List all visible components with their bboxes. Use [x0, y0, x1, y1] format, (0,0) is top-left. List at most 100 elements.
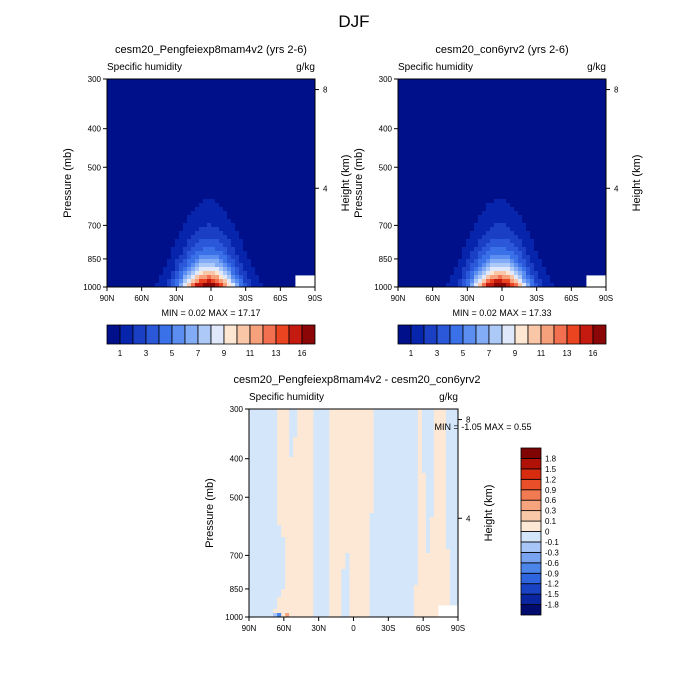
field-cell — [235, 219, 240, 224]
field-cell — [458, 195, 463, 200]
field-cell — [422, 147, 427, 152]
field-cell — [538, 215, 543, 220]
field-cell — [123, 203, 128, 208]
field-cell — [458, 279, 463, 284]
field-cell — [462, 203, 467, 208]
field-cell — [203, 183, 208, 188]
field-cell — [398, 251, 403, 256]
field-cell — [538, 107, 543, 112]
field-cell — [179, 135, 184, 140]
field-cell — [215, 259, 220, 264]
field-cell — [107, 279, 112, 284]
field-cell — [406, 215, 411, 220]
field-cell — [522, 107, 527, 112]
field-cell — [530, 255, 535, 260]
field-cell — [494, 271, 499, 276]
field-cell — [111, 99, 116, 104]
field-cell — [127, 271, 132, 276]
field-cell — [107, 111, 112, 116]
field-cell — [251, 231, 256, 236]
field-cell — [175, 199, 180, 204]
field-cell — [175, 267, 180, 272]
field-cell — [490, 127, 495, 132]
field-cell — [195, 239, 200, 244]
field-cell — [478, 279, 483, 284]
field-cell — [522, 283, 527, 288]
field-cell — [231, 247, 236, 252]
field-cell — [514, 179, 519, 184]
field-cell — [526, 183, 531, 188]
field-cell — [307, 167, 312, 172]
field-cell — [438, 87, 443, 92]
field-cell — [147, 119, 152, 124]
field-cell — [570, 99, 575, 104]
field-cell — [546, 175, 551, 180]
field-cell — [414, 251, 419, 256]
field-cell — [147, 139, 152, 144]
field-cell — [562, 91, 567, 96]
field-cell — [303, 107, 308, 112]
field-cell — [259, 227, 264, 232]
field-cell — [311, 227, 316, 232]
field-cell — [486, 175, 491, 180]
field-cell — [438, 135, 443, 140]
field-cell — [311, 183, 316, 188]
field-cell — [402, 87, 407, 92]
field-cell — [127, 231, 132, 236]
field-cell — [135, 275, 140, 280]
field-cell — [430, 179, 435, 184]
field-cell — [151, 91, 156, 96]
field-cell — [303, 171, 308, 176]
field-cell — [566, 103, 571, 108]
field-cell — [502, 259, 507, 264]
field-cell — [235, 155, 240, 160]
field-cell — [155, 179, 160, 184]
field-cell — [255, 207, 260, 212]
field-cell — [207, 111, 212, 116]
field-cell — [434, 115, 439, 120]
field-cell — [295, 215, 300, 220]
field-cell — [426, 183, 431, 188]
x-tick-label: 60S — [273, 294, 287, 303]
field-cell — [458, 263, 463, 268]
field-cell — [414, 195, 419, 200]
field-cell — [107, 243, 112, 248]
field-cell — [466, 103, 471, 108]
field-cell — [263, 171, 268, 176]
field-cell — [462, 283, 467, 288]
field-cell — [223, 259, 228, 264]
field-cell — [482, 179, 487, 184]
field-cell — [454, 191, 459, 196]
field-cell — [562, 235, 567, 240]
field-cell — [446, 267, 451, 272]
field-cell — [131, 179, 136, 184]
field-cell — [271, 191, 276, 196]
field-cell — [566, 127, 571, 132]
field-cell — [247, 139, 252, 144]
field-cell — [446, 167, 451, 172]
field-cell — [267, 227, 272, 232]
field-cell — [418, 123, 423, 128]
field-cell — [554, 223, 559, 228]
field-cell — [107, 247, 112, 252]
field-cell — [510, 163, 515, 168]
field-cell — [554, 99, 559, 104]
field-cell — [450, 223, 455, 228]
panel-title: cesm20_Pengfeiexp8mam4v2 (yrs 2-6) — [115, 44, 307, 56]
field-cell — [227, 183, 232, 188]
field-cell — [163, 251, 168, 256]
field-cell — [446, 151, 451, 156]
field-cell — [215, 263, 220, 268]
field-cell — [199, 171, 204, 176]
field-cell — [406, 223, 411, 228]
field-cell — [247, 95, 252, 100]
field-cell — [490, 143, 495, 148]
field-cell — [422, 99, 427, 104]
field-cell — [199, 267, 204, 272]
field-cell — [422, 195, 427, 200]
field-cell — [219, 139, 224, 144]
field-cell — [402, 199, 407, 204]
field-cell — [135, 151, 140, 156]
field-cell — [227, 187, 232, 192]
field-cell — [502, 159, 507, 164]
